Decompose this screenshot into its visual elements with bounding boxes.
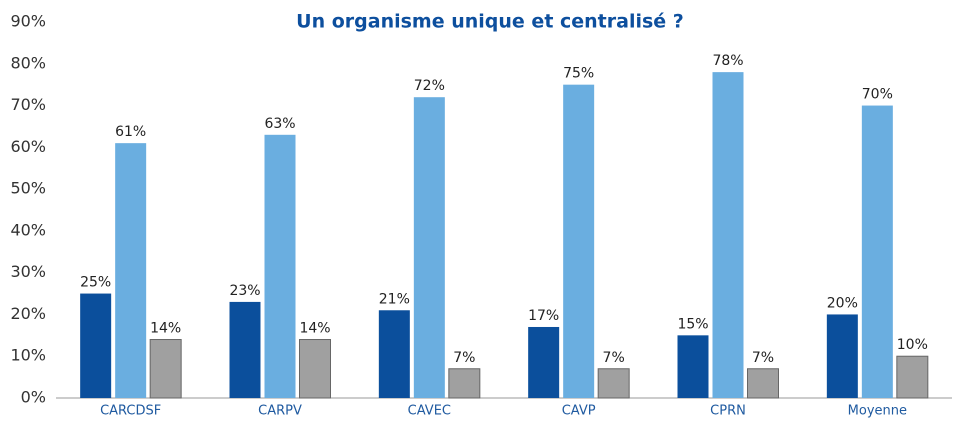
data-label: 75% [563,66,594,82]
x-tick-label: CARCDSF [100,404,161,419]
x-tick-label: CAVEC [408,404,451,419]
bar [826,314,858,398]
chart-title: Un organisme unique et centralisé ? [296,11,684,33]
y-tick-label: 30% [10,262,46,281]
data-label: 14% [150,321,181,337]
data-label: 15% [677,316,708,332]
data-label: 14% [299,321,330,337]
data-label: 78% [712,53,743,69]
y-tick-label: 10% [10,346,46,365]
data-label: 17% [528,308,559,324]
bar [896,355,929,399]
x-tick-label: CAVP [562,404,596,419]
bar [747,368,779,399]
x-tick-label: CARPV [258,404,302,419]
bar [861,105,893,399]
x-tick-label: Moyenne [848,404,907,419]
bar [528,326,560,398]
data-label: 7% [603,350,625,366]
bar [448,368,481,399]
y-tick-label: 50% [10,179,46,198]
y-tick-label: 90% [10,12,46,31]
data-label: 23% [229,283,260,299]
y-tick-label: 80% [10,53,46,72]
bar [115,143,147,398]
bar [80,293,112,398]
y-tick-label: 0% [21,388,46,407]
bar [264,134,296,399]
bar [299,339,331,399]
data-label: 72% [414,78,445,94]
data-label: 21% [379,291,410,307]
data-label: 70% [862,87,893,103]
y-tick-label: 60% [10,137,46,156]
data-label: 61% [115,124,146,140]
bar [597,368,630,399]
bar [563,84,595,399]
data-label: 7% [453,350,475,366]
bar [229,301,261,398]
bar [677,335,709,398]
bar [149,339,182,399]
data-label: 10% [897,337,928,353]
y-tick-label: 70% [10,95,46,114]
bar [378,310,410,398]
x-tick-label: CPRN [710,404,746,419]
bar [712,72,744,398]
data-label: 63% [264,116,295,132]
bar [413,97,445,398]
data-label: 20% [827,295,858,311]
y-tick-label: 40% [10,220,46,239]
y-tick-label: 20% [10,304,46,323]
data-label: 25% [80,275,111,291]
data-label: 7% [752,350,774,366]
